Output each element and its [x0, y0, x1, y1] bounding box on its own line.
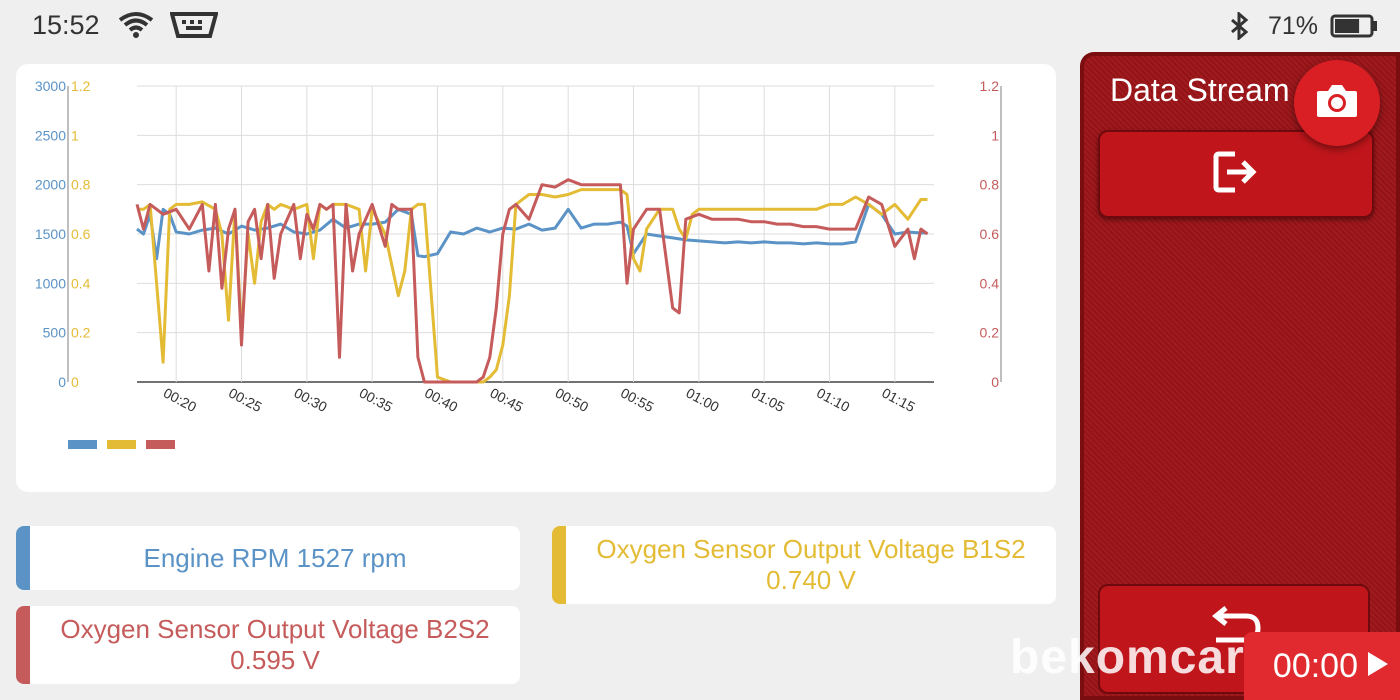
sensor-card-b1s2-text: Oxygen Sensor Output Voltage B1S2 0.740 …: [582, 534, 1025, 596]
series-line-b2s2: [135, 178, 929, 384]
y-tick-label-b1s2: 1: [71, 127, 79, 143]
battery-percent: 71%: [1268, 12, 1319, 40]
x-tick-label: 00:55: [618, 385, 657, 416]
series-line-rpm: [136, 202, 928, 261]
y-tick-label-b2s2: 0.4: [980, 275, 1000, 291]
sensor-card-b2s2[interactable]: Oxygen Sensor Output Voltage B2S2 0.595 …: [16, 606, 520, 684]
sensor-name: Engine RPM 1527 rpm: [143, 542, 407, 573]
y-tick-label-rpm: 1500: [35, 226, 66, 242]
sensor-value: 0.740 V: [766, 565, 856, 595]
sensor-value: 0.595 V: [230, 645, 320, 675]
y-tick-label-b1s2: 1.2: [71, 78, 91, 94]
y-tick-label-b2s2: 1: [991, 127, 999, 143]
y-tick-label-rpm: 3000: [35, 78, 66, 94]
x-tick-label: 00:35: [357, 385, 396, 416]
y-tick-label-rpm: 2000: [35, 177, 66, 193]
y-tick-label-rpm: 0: [58, 374, 66, 390]
y-tick-label-b2s2: 0.8: [980, 177, 1000, 193]
series-line-b1s2: [137, 188, 928, 384]
y-tick-label-b2s2: 1.2: [980, 78, 1000, 94]
wifi-icon: [118, 10, 154, 45]
chart-card: 00:20 00:25 00:30 00:35 00:40 00:45 00:50 00:55…: [16, 64, 1056, 492]
status-time: 15:52: [32, 10, 100, 40]
x-tick-label: 00:50: [553, 385, 592, 416]
y-tick-label-b1s2: 0.2: [71, 325, 91, 341]
y-tick-label-b2s2: 0: [991, 374, 999, 390]
x-tick-label: 00:40: [422, 385, 461, 416]
x-tick-label: 00:30: [291, 385, 330, 416]
y-tick-label-b1s2: 0.4: [71, 275, 91, 291]
y-tick-label-b1s2: 0: [71, 374, 79, 390]
status-bar: 15:52 71%: [0, 0, 1400, 52]
bluetooth-icon: [1228, 10, 1252, 45]
sensor-name: Oxygen Sensor Output Voltage B2S2: [60, 614, 490, 644]
play-icon: [1366, 650, 1390, 683]
record-badge[interactable]: 00:00: [1244, 632, 1400, 700]
y-tick-label-b2s2: 0.2: [980, 325, 1000, 341]
sensor-card-b2s2-text: Oxygen Sensor Output Voltage B2S2 0.595 …: [46, 614, 489, 676]
x-tick-label: 01:00: [683, 385, 722, 416]
sensor-card-rpm-text: Engine RPM 1527 rpm: [129, 543, 406, 574]
x-tick-label: 00:20: [161, 385, 200, 416]
sensor-card-rpm[interactable]: Engine RPM 1527 rpm: [16, 526, 520, 590]
data-stream-chart[interactable]: 00:20 00:25 00:30 00:35 00:40 00:45 00:50 00:55…: [16, 64, 1056, 492]
x-tick-label: 01:05: [749, 385, 788, 416]
exit-icon: [1213, 150, 1259, 199]
y-tick-label-rpm: 2500: [35, 127, 66, 143]
sensor-card-b1s2[interactable]: Oxygen Sensor Output Voltage B1S2 0.740 …: [552, 526, 1056, 604]
legend-swatch-b1s2[interactable]: [107, 440, 136, 449]
legend-swatch-rpm[interactable]: [68, 440, 97, 449]
x-tick-label: 01:10: [814, 385, 853, 416]
sensor-name: Oxygen Sensor Output Voltage B1S2: [596, 534, 1026, 564]
chart-legend: [68, 440, 175, 449]
y-tick-label-rpm: 500: [43, 325, 67, 341]
record-time: 00:00: [1272, 646, 1358, 685]
panel-title: Data Stream: [1110, 72, 1290, 108]
y-tick-label-b1s2: 0.6: [71, 226, 91, 242]
screenshot-button[interactable]: [1294, 60, 1380, 146]
obd-dongle-icon: [169, 12, 219, 43]
x-tick-label: 01:15: [879, 385, 918, 416]
y-tick-label-rpm: 1000: [35, 275, 66, 291]
x-tick-label: 00:45: [487, 385, 526, 416]
camera-icon: [1315, 83, 1359, 124]
y-tick-label-b2s2: 0.6: [980, 226, 1000, 242]
battery-icon: [1330, 14, 1378, 43]
y-tick-label-b1s2: 0.8: [71, 177, 91, 193]
x-tick-label: 00:25: [226, 385, 265, 416]
legend-swatch-b2s2[interactable]: [146, 440, 175, 449]
